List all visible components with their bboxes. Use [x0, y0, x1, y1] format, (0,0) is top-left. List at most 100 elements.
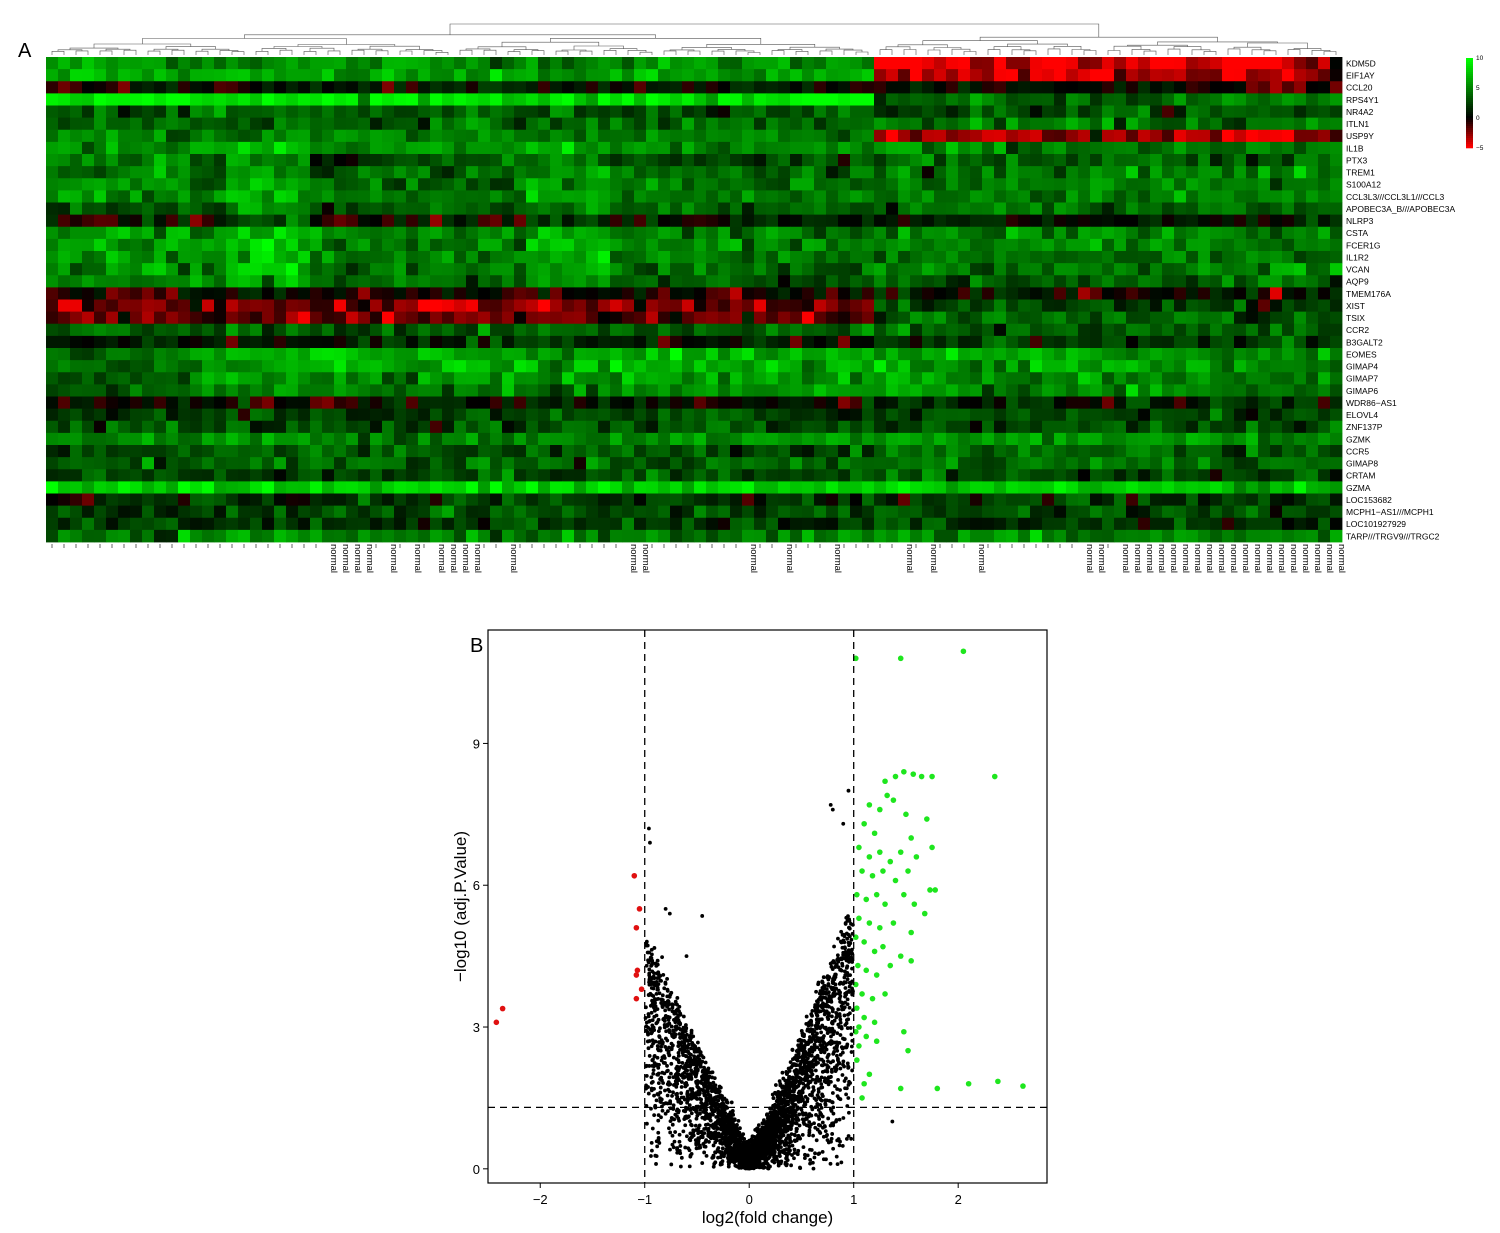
heatmap-cell	[226, 69, 239, 82]
heatmap-cell	[190, 81, 203, 94]
heatmap-cell	[994, 57, 1007, 70]
heatmap-cell	[562, 81, 575, 94]
point-not-significant	[831, 1146, 836, 1151]
heatmap-cell	[682, 69, 695, 82]
heatmap-cell	[1162, 81, 1175, 94]
heatmap-cell	[166, 69, 179, 82]
heatmap-cell	[910, 57, 923, 70]
heatmap-cell	[790, 93, 803, 106]
heatmap-cell	[766, 105, 779, 119]
heatmap-cell	[1294, 57, 1307, 70]
heatmap-cell	[502, 81, 515, 94]
heatmap-cell	[130, 69, 143, 82]
heatmap-cell	[910, 105, 923, 119]
heatmap-cell	[706, 81, 719, 94]
heatmap-cell	[1270, 105, 1283, 119]
heatmap-cell	[790, 105, 803, 119]
heatmap-cell	[838, 93, 851, 106]
heatmap-cell	[742, 81, 755, 94]
heatmap-cell	[1330, 81, 1343, 94]
heatmap-cell	[490, 69, 503, 82]
heatmap-cell	[1186, 93, 1199, 106]
heatmap-cell	[526, 69, 539, 82]
heatmap-cell	[166, 81, 179, 94]
heatmap-cell	[1222, 93, 1235, 106]
heatmap-cell	[994, 105, 1007, 119]
heatmap-cell	[106, 57, 119, 70]
heatmap-cell	[106, 105, 119, 119]
heatmap-cell	[70, 81, 83, 94]
heatmap-cell	[802, 81, 815, 94]
heatmap-cell	[358, 105, 371, 119]
heatmap-cell	[442, 57, 455, 70]
heatmap-cell	[382, 81, 395, 94]
heatmap-cell	[1222, 57, 1235, 70]
heatmap-cell	[622, 105, 635, 119]
heatmap-cell	[742, 105, 755, 119]
heatmap-cell	[1126, 93, 1139, 106]
heatmap-cell	[874, 81, 887, 94]
heatmap-cell	[178, 69, 191, 82]
heatmap-cell	[970, 57, 983, 70]
heatmap-cell	[118, 117, 131, 131]
heatmap-cell	[1270, 93, 1283, 106]
heatmap-cell	[682, 81, 695, 94]
heatmap-cell	[838, 105, 851, 119]
heatmap-cell	[862, 93, 875, 106]
heatmap-cell	[1054, 105, 1067, 119]
heatmap-cell	[250, 81, 263, 94]
heatmap-cell	[214, 57, 227, 70]
heatmap-cell	[598, 93, 611, 106]
heatmap-cell	[994, 93, 1007, 106]
heatmap-cell	[898, 81, 911, 94]
heatmap-cell	[1318, 93, 1331, 106]
heatmap-cell	[430, 57, 443, 70]
heatmap-cell	[1306, 81, 1319, 94]
heatmap-cell	[94, 69, 107, 82]
heatmap-cell	[1006, 69, 1019, 82]
heatmap-cell	[130, 81, 143, 94]
heatmap-cell	[58, 93, 71, 106]
heatmap-cell	[322, 105, 335, 119]
heatmap-cell	[982, 57, 995, 70]
point-not-significant	[840, 961, 845, 966]
heatmap-cell	[550, 93, 563, 106]
heatmap-cell	[1306, 57, 1319, 70]
heatmap-cell	[838, 57, 851, 70]
heatmap-cell	[310, 57, 323, 70]
heatmap-cell	[1030, 57, 1043, 70]
heatmap-cell	[1114, 93, 1127, 106]
heatmap-cell	[706, 57, 719, 70]
heatmap-cell	[46, 93, 59, 106]
heatmap-cell	[970, 81, 983, 94]
heatmap-cell	[898, 93, 911, 106]
heatmap-cell	[442, 81, 455, 94]
heatmap-cell	[406, 57, 419, 70]
heatmap-cell	[1006, 81, 1019, 94]
heatmap-cell	[142, 57, 155, 70]
heatmap-cell	[742, 69, 755, 82]
heatmap-cell	[910, 93, 923, 106]
heatmap-cell	[1318, 69, 1331, 82]
heatmap-cell	[1270, 69, 1283, 82]
heatmap-cell	[322, 93, 335, 106]
heatmap-cell	[814, 69, 827, 82]
heatmap-cell	[94, 117, 107, 131]
heatmap-cell	[1162, 69, 1175, 82]
heatmap-cell	[874, 93, 887, 106]
heatmap-cell	[214, 81, 227, 94]
heatmap-cell	[1018, 93, 1031, 106]
heatmap-cell	[202, 93, 215, 106]
heatmap-cell	[850, 81, 863, 94]
heatmap-cell	[1306, 93, 1319, 106]
heatmap-cell	[106, 117, 119, 131]
heatmap-cell	[298, 69, 311, 82]
heatmap-cell	[118, 69, 131, 82]
heatmap-cell	[1078, 69, 1091, 82]
heatmap-cell	[190, 93, 203, 106]
heatmap-cell	[418, 57, 431, 70]
heatmap-cell	[1138, 69, 1151, 82]
heatmap-cell	[634, 93, 647, 106]
heatmap-cell	[1030, 81, 1043, 94]
heatmap-cell	[754, 105, 767, 119]
